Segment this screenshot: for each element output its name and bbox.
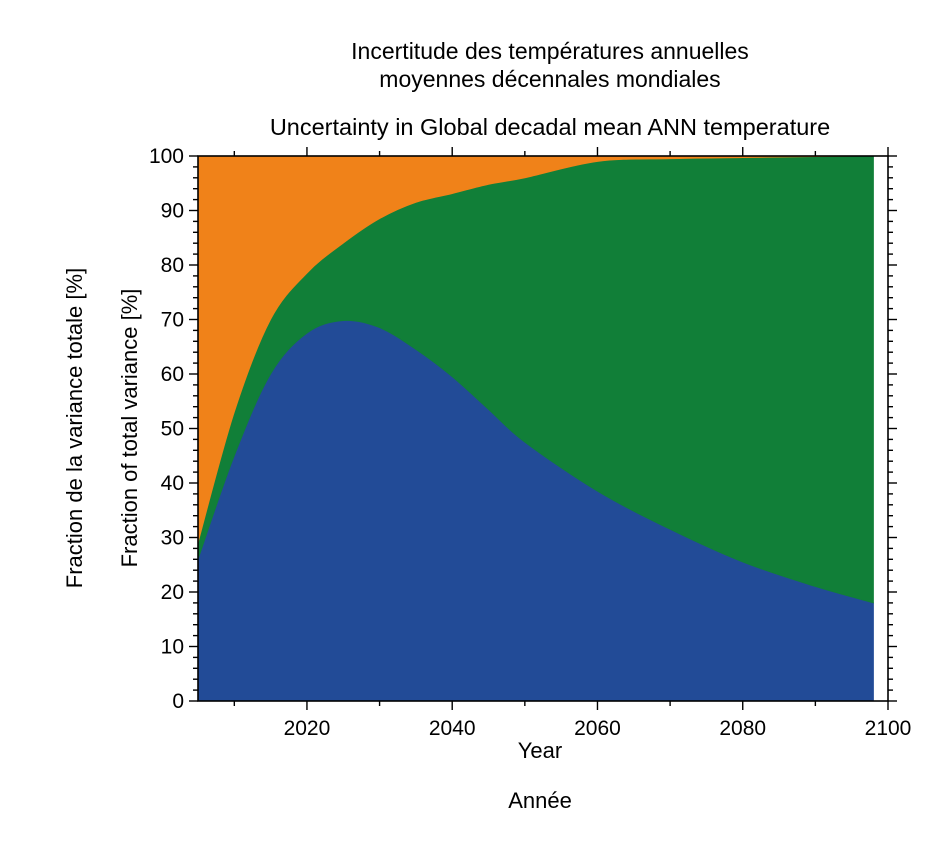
- x-axis-label-fr: Année: [508, 788, 572, 813]
- x-tick-label: 2100: [865, 717, 912, 740]
- chart-title-en: Uncertainty in Global decadal mean ANN t…: [269, 114, 831, 140]
- y-tick-label: 0: [172, 690, 184, 713]
- y-tick-label: 30: [161, 527, 184, 550]
- y-tick-label: 60: [161, 363, 184, 386]
- y-tick-label: 50: [161, 418, 184, 441]
- y-tick-label: 20: [161, 581, 184, 604]
- y-tick-label: 80: [161, 254, 184, 277]
- y-tick-label: 40: [161, 472, 184, 495]
- x-axis-label-en: Year: [517, 738, 563, 763]
- chart-title-fr-line1: Incertitude des températures annuelles: [351, 38, 749, 64]
- y-tick-label: 70: [161, 309, 184, 332]
- x-tick-label: 2020: [284, 717, 331, 740]
- y-tick-label: 10: [161, 636, 184, 659]
- axes-layer: 0 10 20 30 40 50 60 70 80 90 100 2020 2040 2060 2080 21…: [149, 145, 911, 740]
- chart-title-fr-line2: moyennes décennales mondiales: [379, 66, 721, 92]
- y-tick-label: 100: [149, 145, 184, 168]
- area-layer: [197, 155, 874, 702]
- x-tick-label: 2040: [429, 717, 476, 740]
- x-tick-label: 2080: [719, 717, 766, 740]
- x-tick-label: 2060: [574, 717, 621, 740]
- y-tick-label: 90: [161, 200, 184, 223]
